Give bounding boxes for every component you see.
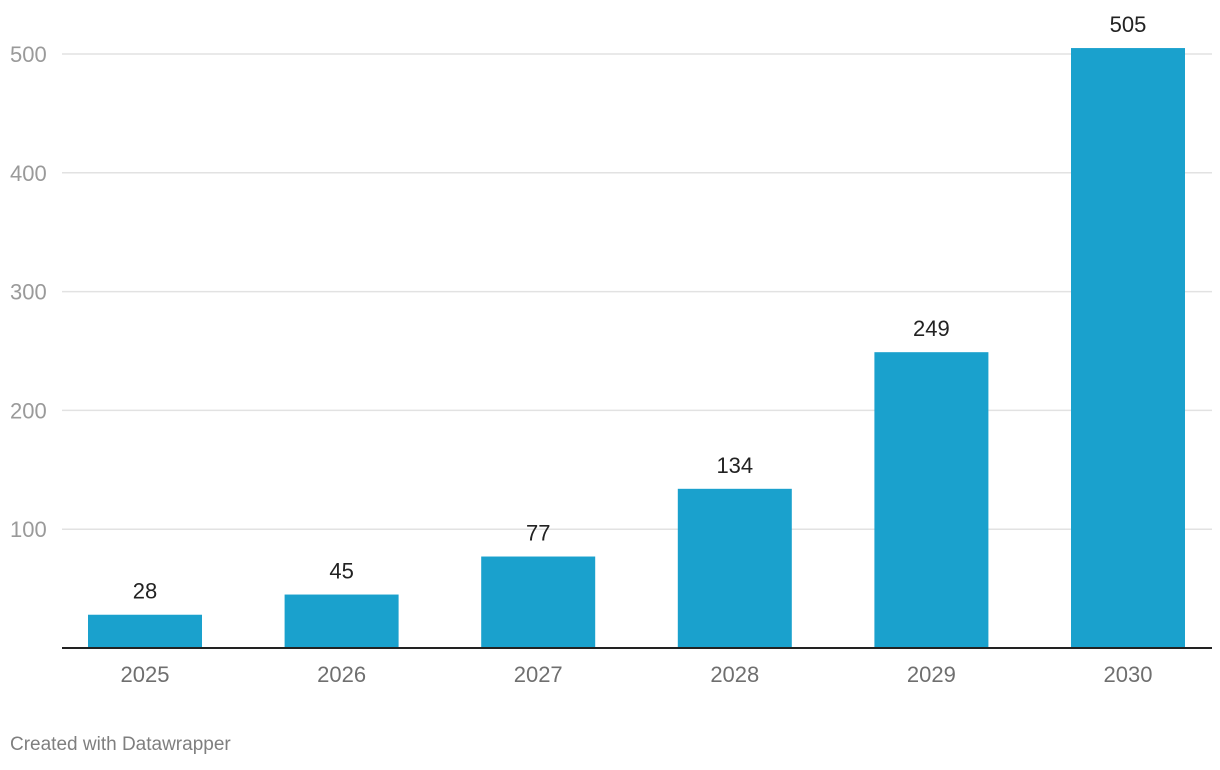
bar-chart: 100 200 300 400 500 28 45 77 134 249 505 2025 2026… [10, 12, 1212, 687]
bar-2029 [874, 352, 989, 648]
bar-2027 [481, 556, 596, 648]
bars [88, 48, 1185, 649]
credit-text: Created with Datawrapper [10, 734, 231, 755]
value-label-2025: 28 [133, 579, 157, 604]
y-tick-label-100: 100 [10, 517, 47, 542]
bar-2025 [88, 614, 202, 648]
x-tick-label-2028: 2028 [710, 662, 759, 687]
value-label-2030: 505 [1110, 12, 1147, 37]
x-tick-label-2030: 2030 [1104, 662, 1153, 687]
value-label-2027: 77 [526, 521, 550, 546]
bar-2028 [677, 488, 792, 648]
y-tick-label-400: 400 [10, 161, 47, 186]
x-tick-label-2026: 2026 [317, 662, 366, 687]
x-tick-label-2025: 2025 [121, 662, 170, 687]
y-tick-label-500: 500 [10, 42, 47, 67]
bar-2030 [1071, 48, 1185, 649]
bar-2026 [284, 594, 399, 648]
x-tick-label-2027: 2027 [514, 662, 563, 687]
y-tick-label-200: 200 [10, 398, 47, 423]
value-labels: 28 45 77 134 249 505 [133, 12, 1147, 604]
gridlines: 100 200 300 400 500 [10, 42, 1212, 542]
value-label-2029: 249 [913, 316, 950, 341]
value-label-2026: 45 [329, 559, 353, 584]
y-tick-label-300: 300 [10, 280, 47, 305]
x-tick-label-2029: 2029 [907, 662, 956, 687]
x-axis: 2025 2026 2027 2028 2029 2030 [62, 647, 1212, 687]
value-label-2028: 134 [716, 453, 753, 478]
